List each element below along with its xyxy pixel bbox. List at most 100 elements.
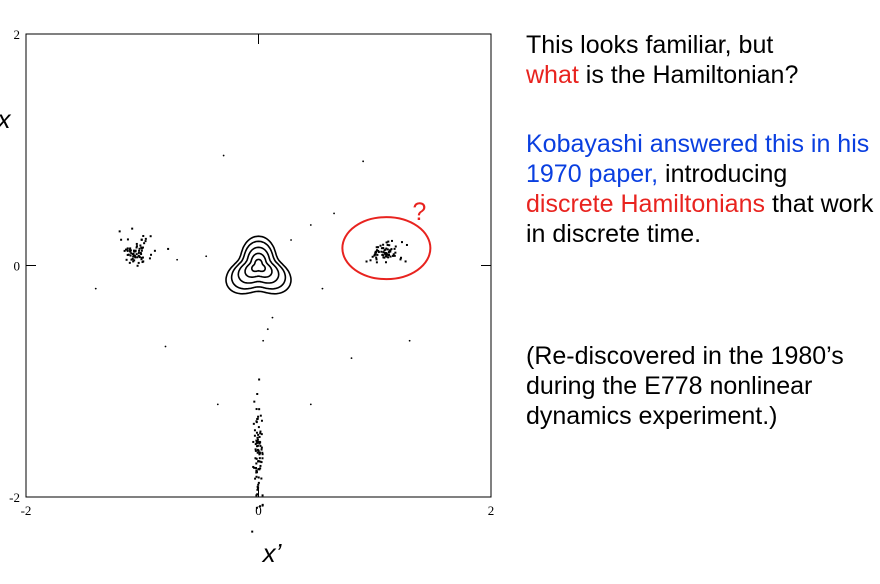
island-0-point: [141, 239, 143, 241]
island-1-point: [401, 241, 403, 243]
island-2-point: [262, 494, 264, 496]
island-0-point: [140, 252, 142, 254]
island-2-point: [257, 487, 259, 489]
island-0-point: [145, 238, 147, 240]
island-0-point: [119, 230, 121, 232]
island-1-point: [374, 254, 376, 256]
stray-point-8: [165, 346, 167, 348]
island-1-point: [388, 244, 390, 246]
island-1-point: [385, 261, 387, 263]
island-1-point: [383, 249, 385, 251]
island-0-point: [131, 228, 133, 230]
island-2-point: [256, 408, 258, 410]
island-2-point: [257, 484, 259, 486]
island-0-point: [145, 240, 147, 242]
island-1-point: [387, 256, 389, 258]
island-2-point: [254, 429, 256, 431]
contour-1: [245, 253, 272, 277]
island-0-point: [150, 254, 152, 256]
island-2-point: [261, 449, 263, 451]
island-1-point: [376, 249, 378, 251]
island-0-point: [125, 249, 127, 251]
stray-point-4: [290, 239, 292, 241]
island-0-point: [130, 252, 132, 254]
stray-point-1: [362, 160, 364, 162]
island-1-point: [382, 254, 384, 256]
stray-point-3: [310, 224, 312, 226]
island-2-point: [262, 504, 264, 506]
island-2-point: [255, 467, 257, 469]
island-0-point: [135, 250, 137, 252]
y-tick-label-0: -2: [9, 490, 20, 505]
island-1-point: [376, 254, 378, 256]
island-2-point: [257, 434, 259, 436]
stray-point-15: [267, 328, 269, 330]
stray-point-16: [262, 340, 264, 342]
island-2-point: [252, 441, 254, 443]
island-2-point: [259, 441, 261, 443]
island-1-point: [372, 256, 374, 258]
island-0-point: [136, 245, 138, 247]
island-1-point: [388, 254, 390, 256]
island-0-point: [127, 254, 129, 256]
island-0-point: [138, 262, 140, 264]
island-0-point: [140, 247, 142, 249]
island-1-point: [395, 245, 397, 247]
island-2-point: [255, 472, 257, 474]
island-1-point: [376, 261, 378, 263]
island-1-point: [381, 247, 383, 249]
stray-point-6: [176, 259, 178, 261]
island-2-point: [258, 450, 260, 452]
island-2-point: [259, 445, 261, 447]
island-0-point: [127, 238, 129, 240]
stray-point-14: [272, 317, 274, 319]
island-0-point: [141, 257, 143, 259]
stray-point-17: [385, 241, 387, 243]
island-0-point: [142, 260, 144, 262]
island-0-point: [139, 248, 141, 250]
island-0-point: [150, 235, 152, 237]
island-2-point: [255, 448, 257, 450]
island-1-point: [390, 256, 392, 258]
island-0-point: [136, 256, 138, 258]
island-2-point: [258, 453, 260, 455]
question-what: what: [526, 61, 579, 89]
island-2-point: [256, 421, 258, 423]
island-0-point: [138, 250, 140, 252]
island-2-point: [254, 435, 256, 437]
island-1-point: [382, 244, 384, 246]
introducing-text: introducing: [658, 160, 787, 188]
island-2-point: [260, 415, 262, 417]
island-2-point: [256, 507, 258, 509]
island-2-point: [262, 453, 264, 455]
island-0-point: [132, 258, 134, 260]
rediscovered-text: (Re-discovered in the 1980’s during the …: [526, 342, 844, 430]
stray-point-0: [223, 155, 225, 157]
island-0-point: [136, 253, 138, 255]
island-1-point: [382, 251, 384, 253]
x-tick-label-2: 2: [488, 503, 495, 518]
island-0-point: [132, 256, 134, 258]
stray-point-12: [409, 340, 411, 342]
stray-point-9: [217, 404, 219, 406]
island-2-point: [257, 460, 259, 462]
contour-0: [252, 259, 265, 271]
island-1-point: [394, 255, 396, 257]
island-0-point: [129, 248, 131, 250]
island-2-point: [254, 478, 256, 480]
island-1-point: [406, 244, 408, 246]
kobayashi-paragraph: Kobayashi answered this in his 1970 pape…: [526, 129, 880, 249]
stray-point-11: [351, 357, 353, 359]
stray-point-2: [333, 213, 335, 215]
island-0-point: [126, 259, 128, 261]
island-0-point: [129, 262, 131, 264]
island-1-point: [366, 260, 368, 262]
island-2-point: [261, 420, 263, 422]
island-2-point: [259, 431, 261, 433]
island-1-point: [383, 257, 385, 259]
central-contours: [226, 236, 291, 294]
island-0-point: [154, 250, 156, 252]
island-2-point: [256, 393, 258, 395]
rediscovered-paragraph: (Re-discovered in the 1980’s during the …: [526, 341, 880, 431]
island-2-point: [256, 476, 258, 478]
